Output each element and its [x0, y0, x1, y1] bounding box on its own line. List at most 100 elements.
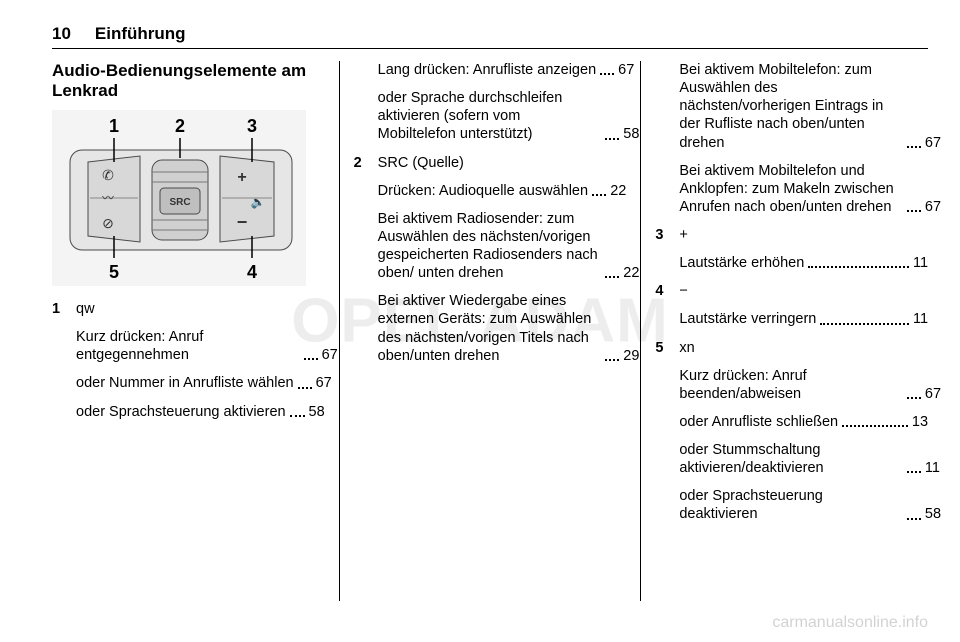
mute-icon: ⊘ [102, 215, 114, 231]
column-2: Lang drücken: Anrufliste anzeigen 67 ode… [339, 61, 641, 601]
description-text: Bei aktiver Wiedergabe eines externen Ge… [354, 292, 602, 365]
page-ref: 67 [925, 134, 941, 152]
watermark-footer: carmanualsonline.info [772, 614, 928, 632]
dot-leader [605, 358, 619, 361]
description-row: Kurz drücken: Anruf entgegennehmen 67 [52, 328, 325, 364]
item-number: 1 [52, 300, 76, 318]
description-row: oder Anrufliste schließen 13 [655, 413, 928, 431]
dot-leader [808, 265, 909, 268]
description-row: Drücken: Audioquelle auswählen 22 [354, 182, 627, 200]
page-ref: 13 [912, 413, 928, 431]
description-row: Bei aktiver Wiedergabe eines externen Ge… [354, 292, 627, 365]
description-text: oder Sprachsteuerung aktivieren [52, 403, 286, 421]
phone-icon: ✆ [102, 167, 114, 183]
description-row: oder Nummer in Anrufliste wählen 67 [52, 374, 325, 392]
description-row: Kurz drücken: Anruf beenden/abweisen 67 [655, 367, 928, 403]
description-text: oder Sprachsteuerung deaktivieren [655, 487, 903, 523]
page-ref: 58 [309, 403, 325, 421]
callout-3: 3 [247, 116, 257, 136]
description-text: Bei aktivem Mobiltelefon: zum Auswählen … [655, 61, 903, 152]
description-text: Drücken: Audioquelle auswählen [354, 182, 588, 200]
src-label: SRC [169, 197, 190, 208]
minus-icon: − [237, 212, 248, 232]
description-row: Bei aktivem Radiosender: zum Auswählen d… [354, 210, 627, 283]
description-text: Lautstärke verringern [655, 310, 816, 328]
description-text: Bei aktivem Mobiltelefon und Anklopfen: … [655, 162, 903, 216]
description-text: oder Anrufliste schließen [655, 413, 838, 431]
description-text: Kurz drücken: Anruf entgegennehmen [52, 328, 300, 364]
page-ref: 67 [925, 385, 941, 403]
item-number: 5 [655, 339, 679, 357]
callout-4: 4 [247, 262, 257, 282]
dot-leader [907, 396, 921, 399]
section-title-line: Audio-Bedienungselemente am [52, 61, 306, 80]
list-item-2: 2 SRC (Quelle) [354, 154, 627, 172]
page-header: 10 Einführung [52, 24, 928, 49]
description-row: Lang drücken: Anrufliste anzeigen 67 [354, 61, 627, 79]
item-symbol: qw [76, 300, 325, 318]
description-row: oder Sprachsteuerung aktivieren 58 [52, 403, 325, 421]
description-row: oder Sprachsteuerung deaktivieren 58 [655, 487, 928, 523]
description-text: Lautstärke erhöhen [655, 254, 804, 272]
dot-leader [605, 137, 619, 140]
description-text: Bei aktivem Radiosender: zum Auswählen d… [354, 210, 602, 283]
dot-leader [907, 145, 921, 148]
page-ref: 11 [925, 459, 940, 477]
description-text: oder Stummschaltung aktivieren/deaktivie… [655, 441, 903, 477]
dot-leader [842, 424, 908, 427]
page-ref: 67 [925, 198, 941, 216]
callout-5: 5 [109, 262, 119, 282]
page-ref: 22 [610, 182, 626, 200]
column-1: Audio-Bedienungselemente am Lenkrad [52, 61, 339, 601]
description-text: Lang drücken: Anrufliste anzeigen [354, 61, 596, 79]
description-text: oder Nummer in Anrufliste wählen [52, 374, 294, 392]
page-ref: 67 [322, 346, 338, 364]
dot-leader [907, 470, 921, 473]
page-ref: 67 [618, 61, 634, 79]
dot-leader [304, 357, 318, 360]
description-text: oder Sprache durchschleifen aktivieren (… [354, 89, 602, 143]
voice-icon: 〰 [102, 191, 114, 205]
dot-leader [820, 322, 909, 325]
list-item-3: 3 + [655, 226, 928, 244]
page-ref: 22 [623, 264, 639, 282]
column-3: Bei aktivem Mobiltelefon: zum Auswählen … [640, 61, 928, 601]
description-row: Bei aktivem Mobiltelefon: zum Auswählen … [655, 61, 928, 152]
chapter-title: Einführung [95, 24, 186, 43]
dot-leader [592, 193, 606, 196]
item-number: 2 [354, 154, 378, 172]
dot-leader [907, 209, 921, 212]
steering-wheel-controls-image: ✆ 〰 ⊘ SRC + 🔈 − 1 2 3 [52, 110, 306, 286]
callout-2: 2 [175, 116, 185, 136]
page-number: 10 [52, 24, 71, 44]
item-symbol: SRC (Quelle) [378, 154, 627, 172]
page-ref: 58 [925, 505, 941, 523]
section-title: Audio-Bedienungselemente am Lenkrad [52, 61, 325, 100]
list-item-1: 1 qw [52, 300, 325, 318]
list-item-4: 4 − [655, 282, 928, 300]
section-title-line: Lenkrad [52, 81, 118, 100]
dot-leader [907, 517, 921, 520]
description-row: Lautstärke erhöhen 11 [655, 254, 928, 272]
speaker-icon: 🔈 [251, 195, 266, 209]
content-columns: Audio-Bedienungselemente am Lenkrad [52, 61, 928, 601]
dot-leader [298, 386, 312, 389]
manual-page: OPEL ADAM 10Einführung Audio-Bedienungse… [0, 0, 960, 642]
page-ref: 11 [913, 254, 928, 272]
dot-leader [605, 275, 619, 278]
page-ref: 11 [913, 310, 928, 328]
page-ref: 67 [316, 374, 332, 392]
list-item-5: 5 xn [655, 339, 928, 357]
page-ref: 29 [623, 347, 639, 365]
description-row: Lautstärke verringern 11 [655, 310, 928, 328]
plus-icon: + [237, 169, 246, 186]
item-number: 3 [655, 226, 679, 244]
item-number: 4 [655, 282, 679, 300]
page-ref: 58 [623, 125, 639, 143]
description-row: oder Stummschaltung aktivieren/deaktivie… [655, 441, 928, 477]
dot-leader [600, 72, 614, 75]
item-symbol: + [679, 226, 928, 244]
description-row: oder Sprache durchschleifen aktivieren (… [354, 89, 627, 143]
description-row: Bei aktivem Mobiltelefon und Anklopfen: … [655, 162, 928, 216]
item-symbol: xn [679, 339, 928, 357]
